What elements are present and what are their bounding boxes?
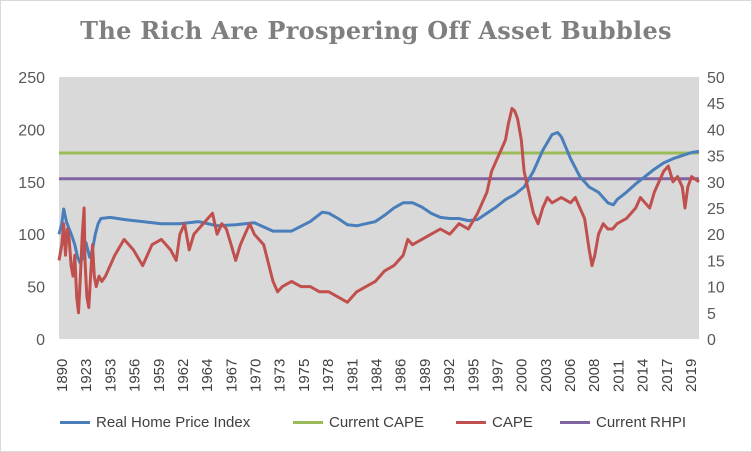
x-tick-label: 2006 bbox=[562, 359, 579, 392]
y-left-tick-label: 200 bbox=[18, 122, 45, 139]
y-right-tick-label: 35 bbox=[707, 149, 725, 166]
y-right-tick-label: 30 bbox=[707, 175, 725, 192]
x-tick-label: 1973 bbox=[272, 359, 289, 392]
legend-label: CAPE bbox=[492, 413, 533, 431]
legend-swatch-current-cape bbox=[293, 420, 323, 424]
y-right-tick-label: 5 bbox=[707, 306, 716, 323]
legend-label: Current RHPI bbox=[596, 413, 687, 431]
x-tick-label: 1956 bbox=[127, 359, 144, 392]
y-right-tick-label: 25 bbox=[707, 201, 725, 218]
y-left-tick-label: 0 bbox=[36, 332, 45, 349]
plot-area bbox=[59, 77, 699, 339]
x-tick-label: 1923 bbox=[78, 359, 95, 392]
x-tick-label: 1967 bbox=[223, 359, 240, 392]
y-left-tick-label: 250 bbox=[18, 70, 45, 87]
x-tick-label: 1981 bbox=[344, 359, 361, 392]
x-tick-label: 2014 bbox=[635, 359, 652, 392]
series-line-cape bbox=[57, 106, 700, 315]
x-tick-label: 2011 bbox=[610, 360, 627, 392]
y-right-tick-label: 0 bbox=[707, 332, 716, 349]
x-tick-label: 1953 bbox=[102, 359, 119, 392]
x-tick-label: 1890 bbox=[54, 359, 71, 392]
y-right-tick-label: 10 bbox=[707, 280, 725, 297]
x-tick-label: 1975 bbox=[296, 359, 313, 392]
x-tick-label: 1995 bbox=[465, 359, 482, 392]
legend-item-real-home-price-index: Real Home Price Index bbox=[60, 410, 250, 434]
legend-label: Current CAPE bbox=[329, 413, 425, 431]
x-tick-label: 1970 bbox=[248, 359, 265, 392]
x-tick-label: 1984 bbox=[369, 359, 386, 392]
legend: Real Home Price Index Current CAPE CAPE … bbox=[0, 410, 752, 434]
x-tick-label: 1989 bbox=[417, 359, 434, 392]
x-tick-label: 1959 bbox=[151, 359, 168, 392]
x-tick-label: 2008 bbox=[586, 359, 603, 392]
y-left-tick-label: 100 bbox=[18, 227, 45, 244]
legend-item-cape: CAPE bbox=[456, 410, 533, 434]
y-right-tick-label: 20 bbox=[707, 227, 725, 244]
y-right-tick-label: 50 bbox=[707, 70, 725, 87]
y-left-tick-label: 150 bbox=[18, 175, 45, 192]
chart-title: The Rich Are Prospering Off Asset Bubble… bbox=[80, 16, 672, 45]
y-left-tick-label: 50 bbox=[27, 280, 45, 297]
legend-swatch-cape bbox=[456, 420, 486, 424]
x-tick-label: 2019 bbox=[683, 359, 700, 392]
legend-item-current-rhpi: Current RHPI bbox=[560, 410, 686, 434]
x-tick-label: 2003 bbox=[538, 359, 555, 392]
x-tick-label: 2017 bbox=[659, 359, 676, 392]
y-right-tick-label: 45 bbox=[707, 96, 725, 113]
legend-item-current-cape: Current CAPE bbox=[293, 410, 424, 434]
y-right-tick-label: 40 bbox=[707, 122, 725, 139]
y-right-tick-label: 15 bbox=[707, 253, 725, 270]
x-tick-label: 1964 bbox=[199, 359, 216, 392]
x-tick-label: 1978 bbox=[320, 359, 337, 392]
legend-swatch-rhpi bbox=[60, 420, 90, 424]
x-tick-label: 1962 bbox=[175, 359, 192, 392]
legend-label: Real Home Price Index bbox=[96, 413, 251, 431]
legend-swatch-current-rhpi bbox=[560, 420, 590, 424]
x-tick-label: 1997 bbox=[489, 359, 506, 392]
x-tick-label: 1992 bbox=[441, 359, 458, 392]
x-tick-label: 1986 bbox=[393, 359, 410, 392]
series-line-real-home-price-index bbox=[57, 131, 700, 265]
x-tick-label: 2000 bbox=[514, 359, 531, 392]
